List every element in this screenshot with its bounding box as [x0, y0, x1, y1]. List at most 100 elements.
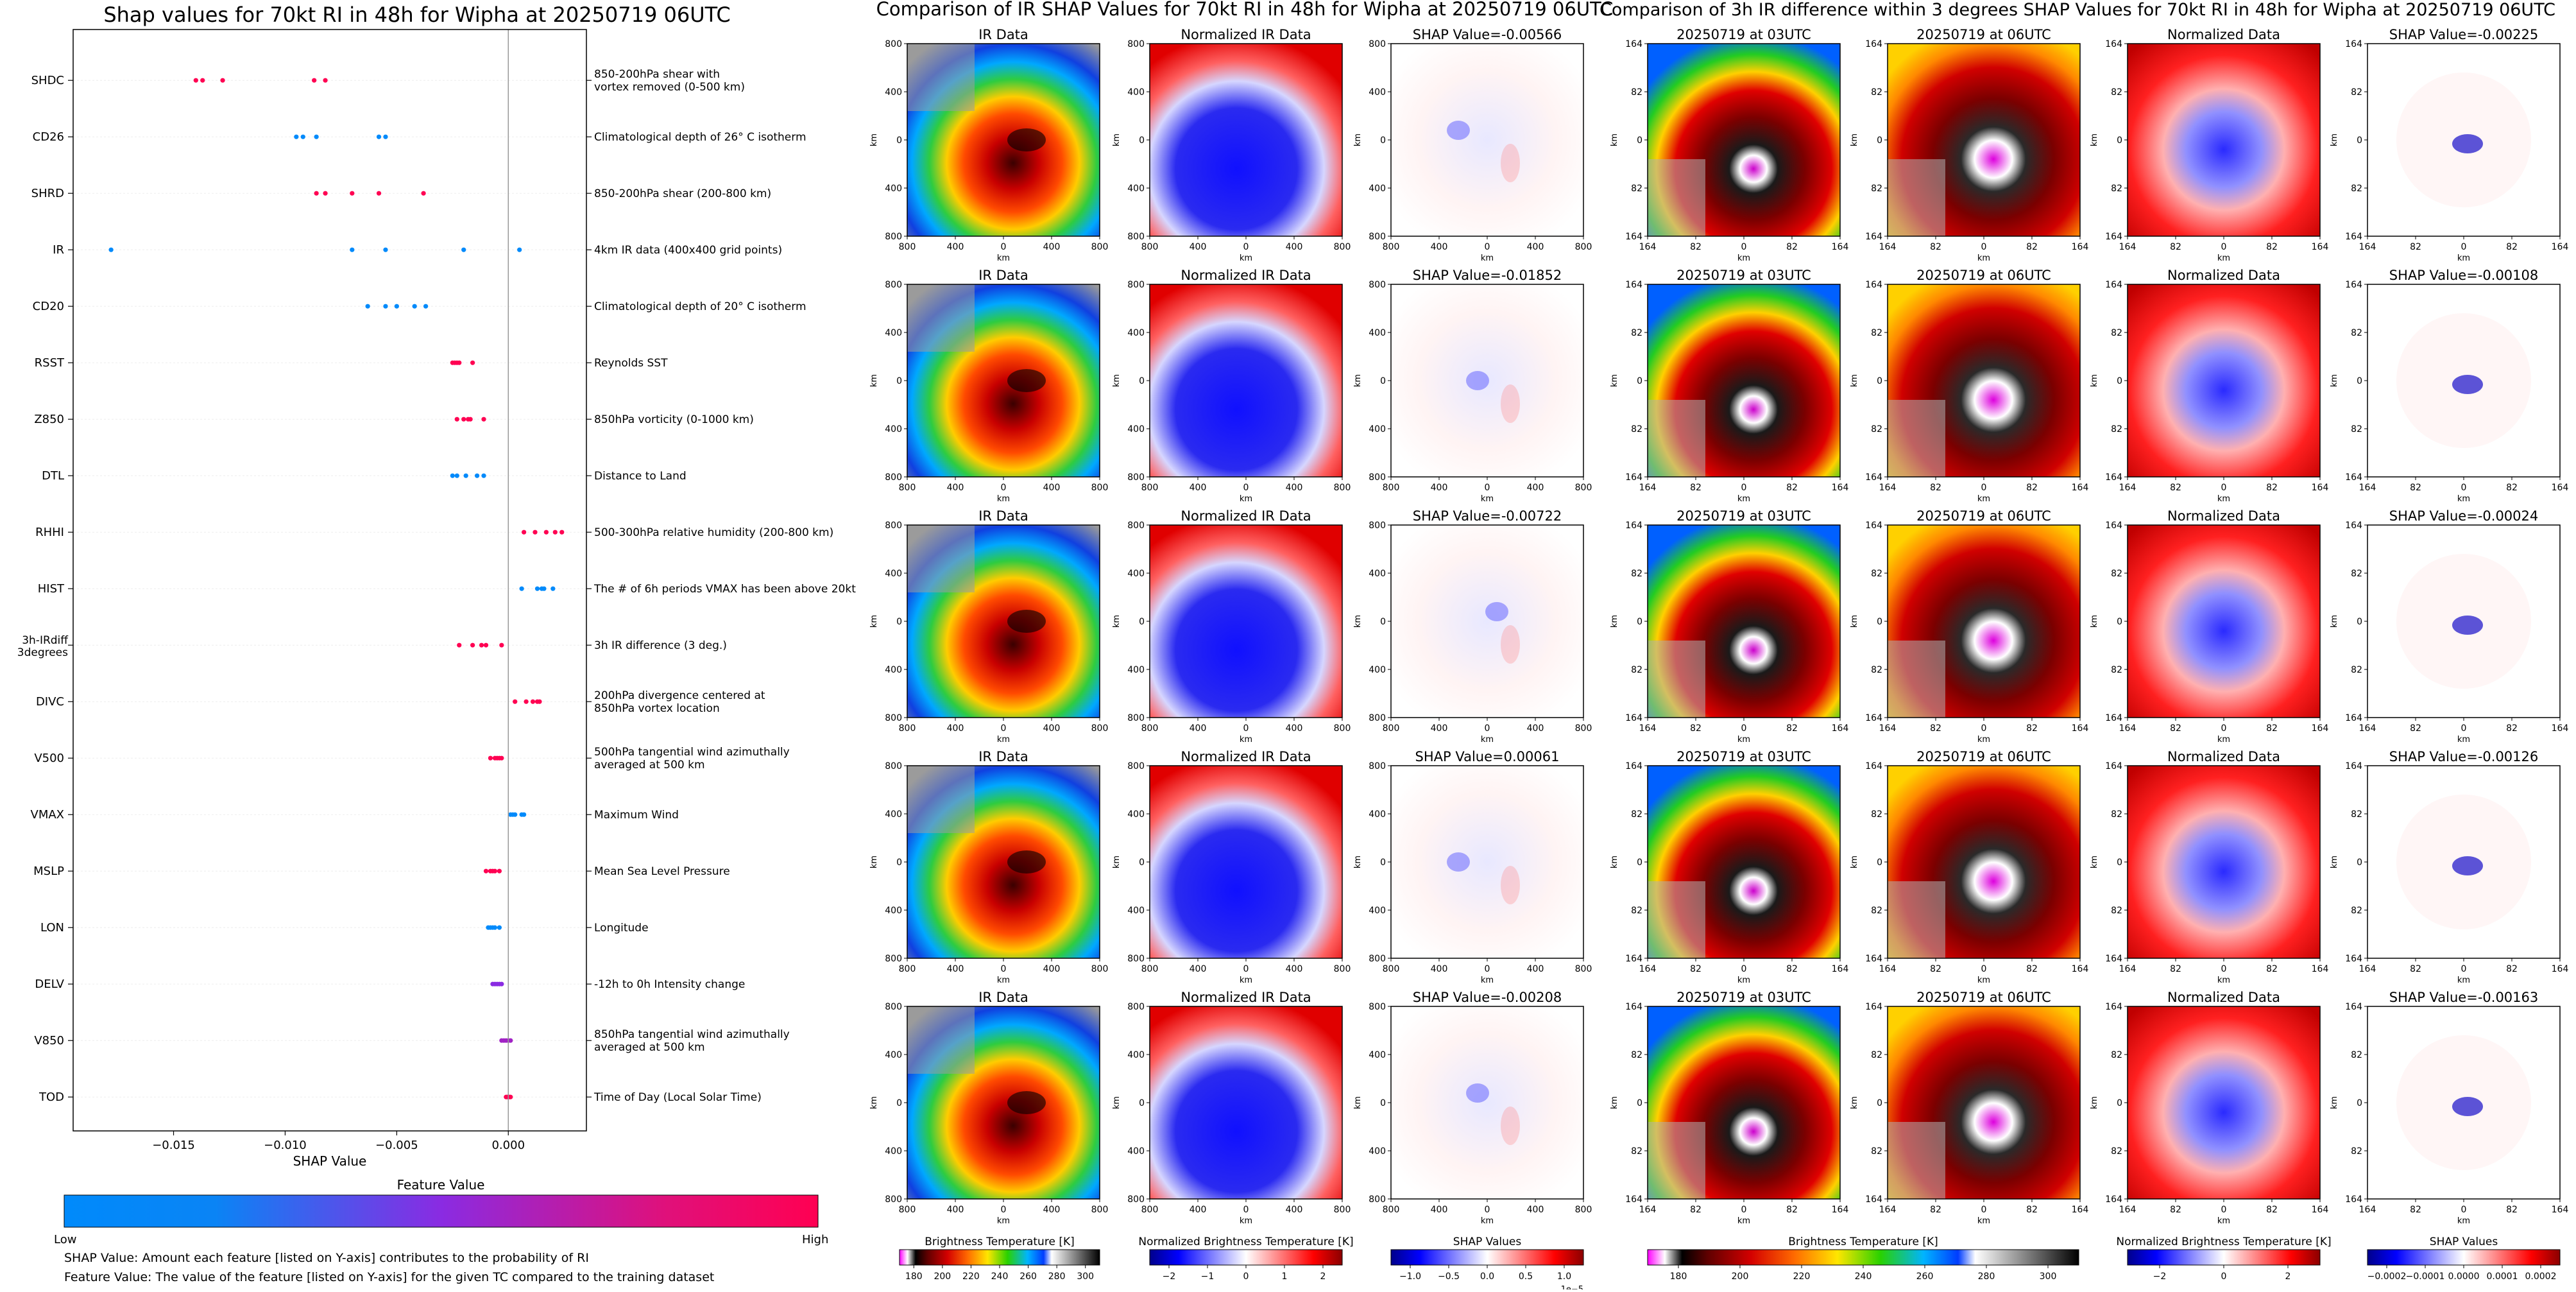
feature-description: Maximum Wind — [594, 809, 679, 822]
x-tick-label: 164 — [2072, 242, 2089, 252]
x-tick-label: 164 — [2119, 242, 2137, 252]
y-tick-label: 164 — [1865, 521, 1882, 531]
feature-description: Distance to Land — [594, 470, 687, 483]
y-tick-label: 400 — [1369, 87, 1386, 98]
y-tick-label: 0 — [2117, 857, 2122, 868]
shap-point — [468, 417, 473, 422]
shap-point — [513, 699, 518, 704]
y-tick-label: 164 — [1625, 713, 1642, 723]
x-tick-label: 800 — [899, 483, 916, 493]
x-tick-label: 164 — [1879, 723, 1897, 734]
x-axis-label: km — [1737, 735, 1750, 745]
x-tick-label: 82 — [1930, 964, 1941, 974]
y-tick-label: 400 — [1369, 184, 1386, 194]
ir-cloud-free-area — [907, 284, 975, 352]
shap-point — [474, 473, 480, 478]
x-tick-label: 0 — [2461, 483, 2467, 493]
y-tick-label: 82 — [1631, 424, 1642, 435]
x-tick-label: 82 — [2026, 964, 2038, 974]
shap-point — [499, 755, 504, 761]
y-axis-label: km — [1112, 134, 1122, 146]
ir-land-area — [1888, 881, 1945, 958]
x-tick-label: 164 — [1879, 1205, 1897, 1215]
x-tick-label: 800 — [1091, 242, 1109, 252]
y-tick-label: 82 — [2111, 906, 2122, 916]
normalized-image — [2128, 525, 2320, 718]
y-axis-label: km — [1353, 1096, 1363, 1109]
shap-blob — [1485, 602, 1508, 621]
x-tick-label: 0.000 — [491, 1139, 525, 1152]
x-tick-label: 0 — [2221, 723, 2227, 734]
y-axis-label: km — [2330, 1096, 2339, 1109]
shap-point — [534, 586, 540, 591]
panel-title: 20250719 at 03UTC — [1676, 990, 1811, 1005]
y-tick-label: 400 — [1369, 424, 1386, 435]
y-tick-label: 164 — [2345, 232, 2362, 242]
y-tick-label: 400 — [885, 1050, 902, 1060]
x-tick-label: 800 — [1141, 964, 1159, 974]
shap-halo — [2396, 1035, 2531, 1170]
x-tick-label: 800 — [1383, 242, 1400, 252]
y-tick-label: 82 — [2111, 87, 2122, 98]
x-axis-label: km — [2457, 494, 2470, 504]
shap-point — [376, 134, 382, 139]
x-tick-label: 0 — [1485, 964, 1490, 974]
colorbar-tick-label: 0.0002 — [2525, 1271, 2557, 1282]
y-tick-label: 164 — [2345, 1002, 2362, 1012]
x-tick-label: −0.005 — [375, 1139, 418, 1152]
y-tick-label: 0 — [2117, 376, 2122, 386]
feature-colorbar-title: Feature Value — [397, 1177, 485, 1193]
shap-halo — [2396, 554, 2531, 689]
x-tick-label: 800 — [1575, 964, 1592, 974]
shap-point — [524, 699, 529, 704]
x-axis-label: km — [2457, 976, 2470, 985]
colorbar-tick-label: −0.0002 — [2367, 1271, 2407, 1282]
colorbar-tick-label: 0 — [1243, 1271, 1249, 1282]
colorbar-gradient — [1390, 1249, 1584, 1266]
x-tick-label: 164 — [2312, 723, 2329, 734]
normalized-image — [1150, 44, 1342, 236]
ir-land-area — [1648, 159, 1705, 236]
panel-title: SHAP Value=-0.00208 — [1413, 990, 1562, 1005]
colorbar-tick-label: 2 — [2285, 1271, 2291, 1282]
x-tick-label: 82 — [2170, 242, 2181, 252]
colorbar-tick-label: 300 — [1077, 1271, 1094, 1282]
x-tick-label: 400 — [1431, 964, 1448, 974]
feature-code-label: DIVC — [36, 695, 64, 709]
y-tick-label: 164 — [2105, 280, 2122, 290]
y-tick-label: 0 — [1637, 135, 1642, 146]
shap-blob — [2452, 1097, 2483, 1116]
x-tick-label: 400 — [1527, 483, 1544, 493]
shap-point — [497, 925, 502, 930]
feature-code-label: 3h-IRdiff — [22, 634, 69, 647]
x-axis-label: km — [1737, 1216, 1750, 1226]
y-tick-label: 0 — [896, 857, 902, 868]
y-tick-label: 800 — [1127, 280, 1145, 290]
shap-image — [1391, 1006, 1583, 1199]
y-tick-label: 0 — [1139, 135, 1145, 146]
colorbar-tick-label: −2 — [1163, 1271, 1176, 1282]
y-axis-label: km — [1353, 134, 1363, 146]
shap-point — [300, 134, 305, 139]
y-tick-label: 800 — [885, 232, 902, 242]
y-axis-label: km — [1112, 374, 1122, 387]
x-tick-label: 400 — [1527, 964, 1544, 974]
y-tick-label: 82 — [1871, 424, 1882, 435]
shap-point — [497, 868, 502, 874]
shap-point — [383, 247, 388, 252]
y-tick-label: 800 — [1369, 280, 1386, 290]
y-axis-label: km — [1850, 134, 1859, 146]
panel-title: Normalized Data — [2167, 749, 2280, 764]
y-tick-label: 82 — [2111, 1146, 2122, 1157]
normalized-image — [1150, 1006, 1342, 1199]
normalized-image — [1150, 284, 1342, 477]
feature-code-label: VMAX — [31, 808, 65, 822]
x-tick-label: 82 — [2026, 483, 2038, 493]
feature-description: 4km IR data (400x400 grid points) — [594, 244, 782, 257]
panel-title: Normalized IR Data — [1181, 27, 1311, 42]
x-axis-label: km — [2457, 735, 2470, 745]
y-tick-label: 400 — [885, 424, 902, 435]
y-axis-label: km — [1610, 134, 1619, 146]
y-tick-label: 164 — [2345, 472, 2362, 483]
